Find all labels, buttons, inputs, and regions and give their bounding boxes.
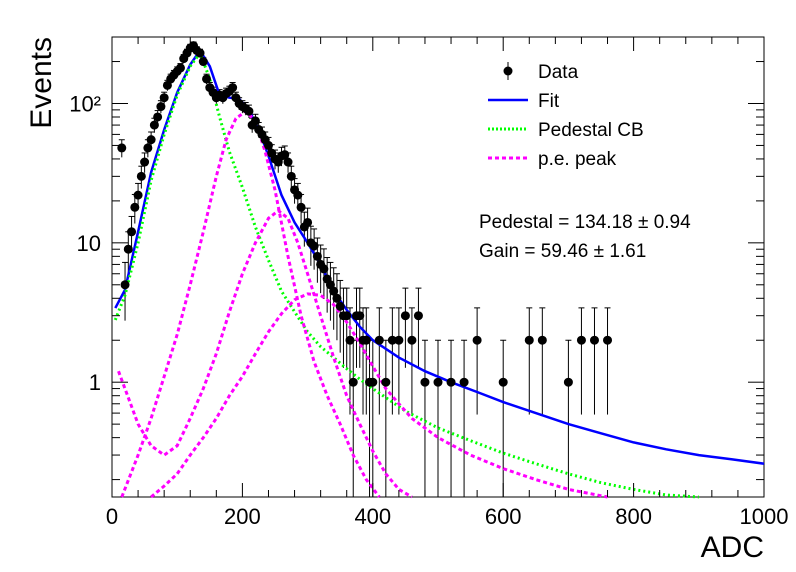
data-point (335, 301, 345, 311)
data-point (140, 157, 150, 167)
data-point (589, 335, 599, 345)
data-point (283, 157, 293, 167)
curve-pe1 (120, 109, 381, 498)
data-point (149, 120, 159, 130)
data-point (303, 217, 313, 227)
data-point (407, 335, 417, 345)
data-point (228, 83, 238, 93)
data-point (387, 335, 397, 345)
x-tick-label: 800 (615, 504, 652, 529)
x-tick-label: 200 (224, 504, 261, 529)
legend: Data Fit Pedestal CB p.e. peak (488, 62, 644, 170)
y-tick-label: 1 (89, 370, 101, 395)
y-tick-label: 10 (77, 231, 101, 256)
data-point (342, 311, 352, 321)
data-point (120, 280, 130, 290)
data-point (332, 293, 342, 303)
data-point (250, 116, 260, 126)
data-point (361, 335, 371, 345)
data-point (319, 264, 329, 274)
data-point (524, 335, 534, 345)
data-point (446, 377, 456, 387)
data-point (563, 377, 573, 387)
data-point (400, 311, 410, 321)
curve-fit (114, 48, 765, 465)
legend-label-pe: p.e. peak (538, 149, 617, 170)
x-tick-label: 1000 (740, 504, 789, 529)
data-point (143, 143, 153, 153)
data-point (348, 377, 358, 387)
legend-label-fit: Fit (538, 91, 560, 112)
data-point (345, 335, 355, 345)
data-point (433, 377, 443, 387)
x-tick-label: 0 (106, 504, 118, 529)
x-tick-label: 400 (354, 504, 391, 529)
legend-marker (503, 66, 513, 76)
fit-annotation: Pedestal = 134.18 ± 0.94 (479, 212, 691, 233)
data-point (413, 311, 423, 321)
data-point (296, 202, 306, 212)
data-point (576, 335, 586, 345)
data-point (159, 93, 169, 103)
data-point (280, 150, 290, 160)
data-point (263, 140, 273, 150)
data-point (394, 335, 404, 345)
legend-label-pedestal: Pedestal CB (538, 120, 644, 141)
data-point (156, 102, 166, 112)
data-point (355, 311, 365, 321)
data-point (127, 227, 137, 237)
data-point (309, 241, 319, 251)
data-point (136, 171, 146, 181)
x-tick-label: 600 (485, 504, 522, 529)
data-point (312, 251, 322, 261)
curve-pe2 (117, 208, 413, 499)
curves (113, 48, 765, 499)
data-point (368, 377, 378, 387)
legend-label-data: Data (538, 62, 579, 83)
curve-pe3 (150, 292, 608, 499)
data-point (146, 135, 156, 145)
data-point (244, 106, 254, 116)
data-point (202, 74, 212, 84)
fit-annotations: Pedestal = 134.18 ± 0.94 Gain = 59.46 ± 1… (479, 212, 691, 262)
data-point (195, 48, 205, 58)
data-point (123, 244, 133, 254)
data-point (381, 377, 391, 387)
data-point (133, 190, 143, 200)
data-point (117, 143, 127, 153)
fit-annotation: Gain = 59.46 ± 1.61 (479, 241, 646, 262)
data-point (293, 190, 303, 200)
data-point (286, 171, 296, 181)
data-point (175, 63, 185, 73)
data-point (603, 335, 613, 345)
y-axis-label: Events (25, 37, 58, 129)
data-point (420, 377, 430, 387)
y-axis: 1 10 10² (69, 36, 764, 481)
data-point (130, 202, 140, 212)
data-point (537, 335, 547, 345)
data-point (498, 377, 508, 387)
data-point (329, 286, 339, 296)
data-point (472, 335, 482, 345)
x-axis-label: ADC (701, 531, 764, 564)
data-point (153, 112, 163, 122)
data-point (374, 335, 384, 345)
data-point (459, 377, 469, 387)
y-tick-label: 10² (69, 91, 101, 116)
data-point (198, 57, 208, 67)
x-axis: 0 200 400 600 800 1000 (106, 37, 789, 529)
